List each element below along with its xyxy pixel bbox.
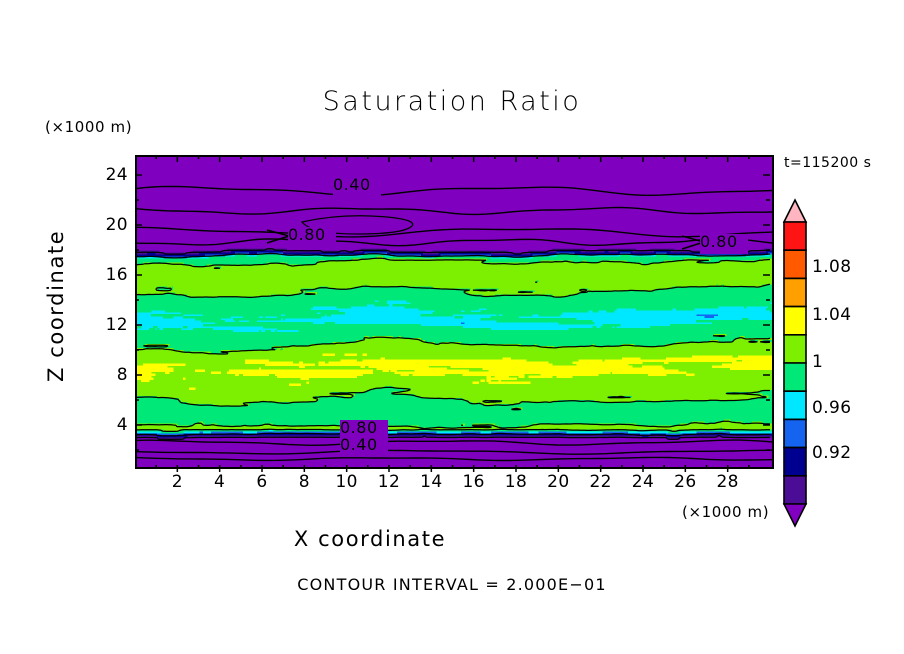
colorbar-tick-label: 1.04 — [812, 305, 852, 325]
page-title: Saturation Ratio — [322, 86, 582, 117]
field-band-spring-green — [137, 254, 772, 434]
x-tick-label: 26 — [674, 472, 697, 492]
y-tick-label: 12 — [105, 315, 128, 335]
ambient-contour-line — [137, 439, 772, 447]
contour-line-0.92 — [137, 248, 771, 441]
x-axis-unit-label: (×1000 m) — [682, 503, 770, 521]
ambient-contour-blob — [300, 215, 414, 235]
colorbar-tick-label: 0.92 — [812, 443, 852, 463]
contour-label: 0.80 — [340, 418, 378, 437]
contour-line-1 — [137, 257, 771, 433]
x-tick-label: 20 — [547, 472, 570, 492]
contour-label-backdrop — [288, 227, 336, 247]
y-axis-title: Z coordinate — [44, 229, 68, 382]
y-axis-unit-label: (×1000 m) — [45, 118, 133, 136]
y-tick-label: 24 — [105, 165, 128, 185]
contour-label-backdrop — [333, 177, 381, 197]
ambient-contour-line — [137, 226, 772, 238]
contour-label: 0.80 — [700, 232, 738, 251]
y-tick-label: 20 — [105, 215, 128, 235]
x-tick-label: 8 — [298, 472, 310, 492]
colorbar-tick-label: 1.08 — [812, 257, 852, 277]
colorbar-tick-label: 0.96 — [812, 398, 852, 418]
contour-label-backdrop — [340, 437, 388, 457]
x-tick-label: 6 — [256, 472, 268, 492]
x-axis-tick-labels: 2 4 6 8 10 12 14 16 18 20 22 24 26 28 — [0, 472, 904, 496]
x-tick-label: 2 — [171, 472, 183, 492]
contour-line-0.96 — [137, 252, 771, 437]
field-band-yellow — [137, 353, 772, 390]
y-tick-label: 4 — [116, 415, 128, 435]
ambient-contour-line — [137, 206, 772, 216]
y-tick-label: 8 — [116, 365, 128, 385]
x-tick-label: 16 — [462, 472, 485, 492]
contour-label: 0.40 — [333, 175, 371, 194]
contour-label: 0.80 — [288, 225, 326, 244]
x-tick-label: 4 — [214, 472, 226, 492]
x-axis-title: X coordinate — [293, 527, 447, 551]
x-tick-label: 24 — [631, 472, 655, 492]
x-tick-label: 22 — [589, 472, 612, 492]
y-axis-tick-labels: 24 20 16 12 8 4 — [78, 0, 128, 654]
contour-label-backdrop — [340, 420, 388, 440]
contour-label-backdrop — [700, 234, 748, 254]
colorbar — [782, 198, 808, 528]
contour-label: 0.40 — [340, 435, 378, 454]
x-tick-label: 18 — [504, 472, 528, 492]
x-tick-label: 28 — [716, 472, 739, 492]
contour-plot-area — [135, 155, 774, 469]
time-annotation: t=115200 s — [784, 155, 872, 171]
ambient-contour-line — [137, 449, 772, 455]
ambient-contour-line — [137, 185, 772, 197]
x-tick-label: 10 — [335, 472, 358, 492]
field-band-chartreuse — [137, 256, 772, 432]
contour-interval-annotation: CONTOUR INTERVAL = 2.000E−01 — [297, 575, 607, 594]
x-tick-label: 12 — [377, 472, 401, 492]
colorbar-tick-label: 1 — [812, 352, 824, 372]
ambient-contour-line — [137, 237, 772, 247]
ambient-contour-line — [137, 456, 772, 462]
x-tick-label: 14 — [420, 472, 443, 492]
y-tick-label: 16 — [105, 265, 128, 285]
saturation-field — [137, 157, 772, 467]
